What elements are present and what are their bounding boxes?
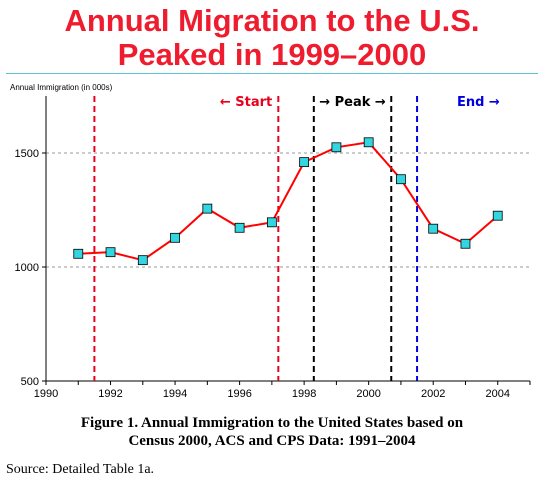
source-note: Source: Detailed Table 1a.	[6, 462, 155, 477]
phase-annotation-3: End →	[457, 95, 500, 110]
chart-title-line1: Annual Migration to the U.S.	[64, 3, 480, 38]
data-point-1996	[234, 222, 245, 233]
x-tick-label-1994: 1994	[163, 388, 187, 400]
data-point-1991	[73, 248, 84, 259]
chart-title: Annual Migration to the U.S. Peaked in 1…	[0, 4, 544, 72]
x-tick-label-1990: 1990	[34, 388, 58, 400]
data-point-1999	[331, 142, 342, 153]
chart-title-line2: Peaked in 1999–2000	[117, 37, 427, 72]
figure-caption-line1: Figure 1. Annual Immigration to the Unit…	[80, 415, 464, 431]
data-point-1992	[105, 247, 116, 258]
y-tick-label-500: 500	[21, 376, 39, 388]
data-point-1993	[137, 255, 148, 266]
y-tick-label-1000: 1000	[15, 262, 39, 274]
data-point-2004	[492, 210, 503, 221]
y-axis-label: Annual Immigration (in 000s)	[10, 83, 113, 92]
x-tick-label-1996: 1996	[227, 388, 251, 400]
title-divider	[6, 73, 538, 74]
data-point-1998	[299, 157, 310, 168]
x-tick-label-2004: 2004	[485, 388, 509, 400]
line-chart: Annual Immigration (in 000s) 500 1000 1500 1…	[10, 83, 531, 400]
data-point-1995	[202, 203, 213, 214]
data-point-1994	[170, 232, 180, 243]
y-tick-label-1500: 1500	[15, 148, 39, 160]
data-point-2000	[363, 137, 374, 148]
phase-annotation-1: ← Start	[220, 95, 272, 110]
x-tick-label-2002: 2002	[421, 388, 445, 400]
data-point-1997	[266, 217, 277, 228]
figure-caption: Figure 1. Annual Immigration to the Unit…	[0, 414, 544, 450]
data-point-2003	[460, 238, 471, 249]
x-tick-label-1992: 1992	[98, 388, 122, 400]
data-point-2001	[396, 174, 406, 185]
x-tick-label-1998: 1998	[292, 388, 316, 400]
phase-annotation-2: → Peak →	[319, 95, 386, 110]
figure-caption-line2: Census 2000, ACS and CPS Data: 1991–2004	[128, 433, 416, 449]
data-point-2002	[428, 223, 439, 234]
x-tick-label-2000: 2000	[356, 388, 380, 400]
series-line-1	[78, 141, 499, 262]
